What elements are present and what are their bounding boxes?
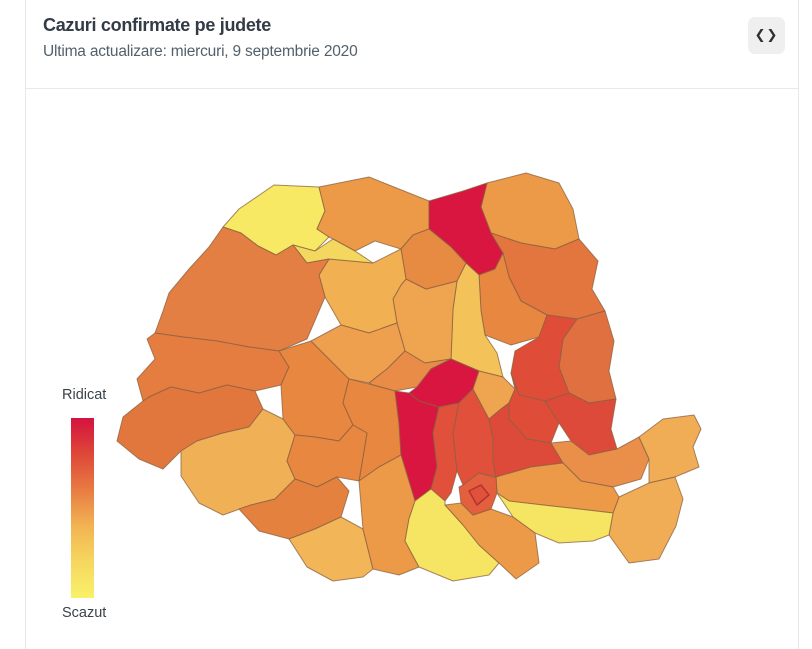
legend-gradient-bar [71, 418, 94, 598]
legend-high-label: Ridicat [62, 387, 107, 403]
last-update-text: Ultima actualizare: miercuri, 9 septembr… [43, 43, 358, 60]
confirmed-cases-card: Cazuri confirmate pe judete Ultima actua… [25, 0, 799, 649]
card-header: Cazuri confirmate pe judete Ultima actua… [26, 0, 798, 89]
county-sibiu[interactable] [368, 350, 452, 392]
county-bistrita-nasaud[interactable] [400, 228, 467, 290]
romania-choropleth-map [116, 172, 702, 582]
card-title: Cazuri confirmate pe judete [43, 15, 271, 35]
county-constanta[interactable] [608, 476, 684, 564]
county-maramures[interactable] [316, 176, 430, 252]
county-galati[interactable] [544, 392, 618, 456]
county-tulcea[interactable] [638, 414, 702, 484]
legend-low-label: Scazut [62, 605, 107, 621]
embed-code-button[interactable]: ❮❯ [748, 17, 785, 54]
county-bihor[interactable] [154, 226, 330, 352]
county-mehedinti[interactable] [238, 476, 350, 540]
code-icon: ❮❯ [754, 28, 779, 43]
county-bucuresti[interactable] [468, 484, 490, 506]
